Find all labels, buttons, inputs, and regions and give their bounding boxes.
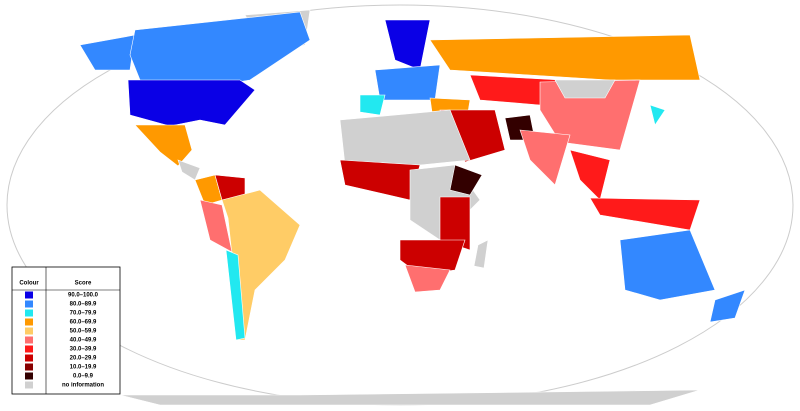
mongolia	[554, 79, 616, 99]
south-africa	[404, 264, 451, 293]
legend-header: Score	[75, 281, 92, 287]
iberia	[359, 94, 386, 116]
new-zealand	[709, 289, 746, 323]
usa	[127, 79, 256, 127]
ethiopia	[449, 164, 483, 196]
legend-swatch	[25, 309, 33, 317]
antarctica	[119, 389, 701, 406]
north-africa	[339, 109, 471, 166]
legend-swatch	[25, 381, 33, 389]
legend-swatch	[25, 336, 33, 344]
legend-label: 20.0–29.9	[70, 356, 97, 362]
legend-header: Colour	[19, 281, 39, 287]
legend-swatch	[25, 318, 33, 326]
legend-label: 90.0–100.0	[68, 293, 99, 299]
india	[519, 129, 571, 186]
madagascar	[473, 239, 489, 269]
legend-label: 60.0–69.9	[70, 320, 97, 326]
legend-label: 70.0–79.9	[70, 311, 97, 317]
peru	[199, 199, 233, 253]
alaska	[79, 34, 136, 71]
legend-label: 30.0–39.9	[70, 347, 97, 353]
legend-swatch	[25, 327, 33, 335]
land	[79, 9, 746, 406]
east-africa	[439, 196, 471, 251]
legend-swatch	[25, 363, 33, 371]
legend-label: 80.0–89.9	[70, 302, 97, 308]
australia	[619, 229, 716, 301]
legend-swatch	[25, 372, 33, 380]
mexico	[134, 124, 193, 167]
legend-label: 40.0–49.9	[70, 338, 97, 344]
legend-swatch	[25, 291, 33, 299]
legend-swatch	[25, 354, 33, 362]
legend-label: no information	[62, 383, 104, 389]
legend-label: 10.0–19.9	[70, 365, 97, 371]
chile	[225, 249, 246, 341]
japan	[649, 104, 666, 126]
legend-label: 0.0–9.9	[73, 374, 94, 380]
legend-swatch	[25, 345, 33, 353]
legend-swatch	[25, 300, 33, 308]
legend: Colour Score 90.0–100.0 80.0–89.9 70.0–79.…	[11, 266, 121, 395]
legend-label: 50.0–59.9	[70, 329, 97, 335]
